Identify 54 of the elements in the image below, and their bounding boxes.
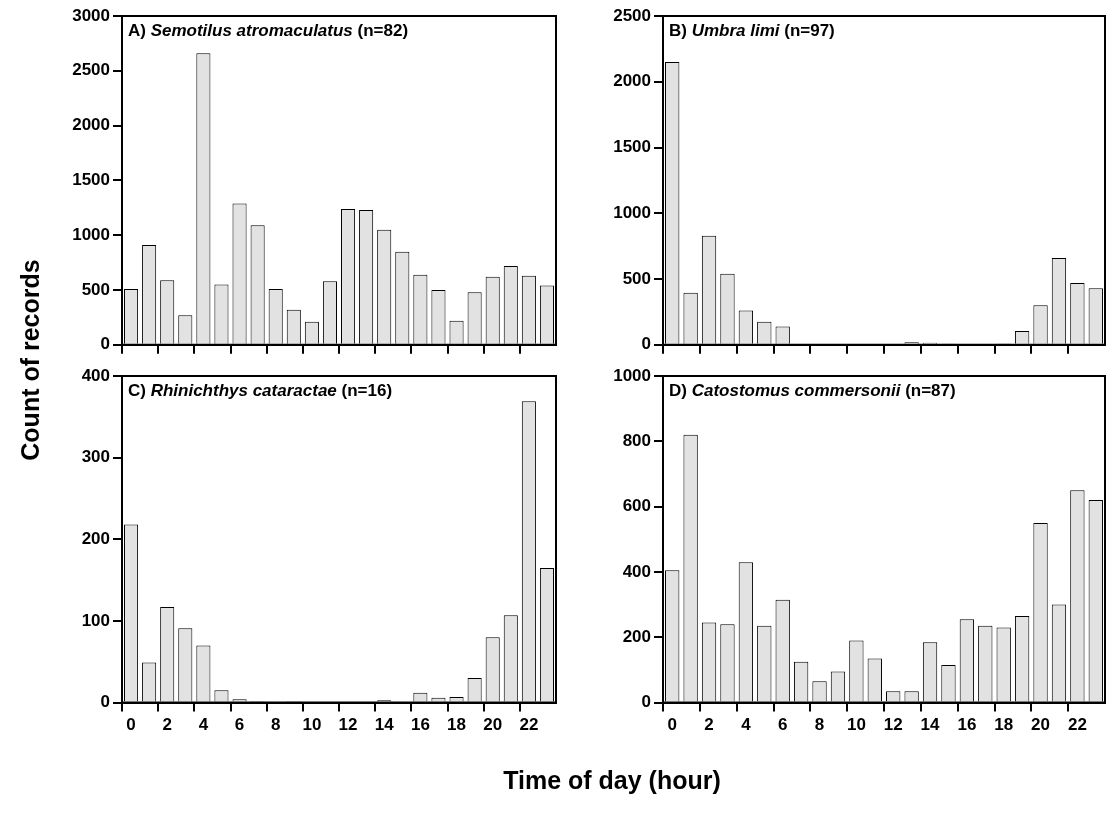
- y-tick-label: 2500: [613, 5, 651, 25]
- y-tick-label: 0: [641, 334, 651, 354]
- y-tick-label: 3000: [72, 5, 110, 25]
- chart-title: C) Rhinichthys cataractae (n=16): [128, 381, 393, 400]
- y-tick-label: 400: [622, 561, 651, 581]
- y-tick-label: 200: [622, 626, 651, 646]
- y-tick-label: 1500: [613, 137, 651, 157]
- y-tick-label: 600: [622, 496, 651, 516]
- x-tick-label: 20: [1031, 715, 1050, 735]
- y-tick-label: 2500: [72, 60, 110, 80]
- y-tick-label: 500: [81, 279, 110, 299]
- y-tick-label: 0: [641, 692, 651, 712]
- x-tick-label: 6: [234, 715, 245, 735]
- y-tick-label: 2000: [72, 115, 110, 135]
- y-tick-label: 100: [81, 610, 110, 630]
- x-axis-title: Time of day (hour): [503, 765, 721, 795]
- x-tick-label: 10: [846, 715, 866, 735]
- x-tick-label: 12: [883, 715, 903, 735]
- chart-title: B) Umbra limi (n=97): [669, 21, 835, 40]
- x-tick-label: 6: [777, 715, 788, 735]
- x-tick-label: 0: [126, 715, 136, 735]
- x-tick-label: 4: [198, 715, 209, 735]
- x-tick-label: 18: [447, 715, 466, 735]
- y-tick-label: 0: [100, 692, 110, 712]
- chart-title: A) Semotilus atromaculatus (n=82): [128, 21, 409, 40]
- x-tick-label: 8: [814, 715, 825, 735]
- x-tick-label: 18: [994, 715, 1014, 735]
- y-tick-label: 1500: [72, 170, 110, 190]
- y-tick-label: 0: [100, 334, 110, 354]
- x-tick-label: 14: [374, 715, 395, 735]
- x-tick-label: 4: [741, 715, 752, 735]
- y-tick-label: 1000: [613, 365, 651, 385]
- x-tick-label: 14: [920, 715, 941, 735]
- x-tick-label: 20: [483, 715, 503, 735]
- x-tick-label: 10: [302, 715, 322, 735]
- y-tick-label: 800: [622, 431, 651, 451]
- y-tick-label: 200: [81, 528, 110, 548]
- x-tick-label: 2: [704, 715, 714, 735]
- x-tick-label: 0: [667, 715, 677, 735]
- x-tick-label: 22: [1067, 715, 1087, 735]
- x-tick-label: 8: [270, 715, 281, 735]
- x-tick-label: 22: [519, 715, 539, 735]
- y-tick-label: 400: [81, 365, 110, 385]
- y-axis-title: Count of records: [15, 259, 45, 461]
- y-tick-label: 1000: [72, 224, 110, 244]
- x-tick-label: 2: [162, 715, 172, 735]
- y-tick-label: 300: [81, 447, 110, 467]
- x-tick-label: 12: [338, 715, 358, 735]
- chart-title: D) Catostomus commersonii (n=87): [669, 381, 956, 400]
- y-tick-label: 2000: [613, 71, 651, 91]
- y-tick-label: 500: [622, 268, 651, 288]
- y-tick-label: 1000: [613, 202, 651, 222]
- x-tick-label: 16: [957, 715, 977, 735]
- x-tick-label: 16: [410, 715, 430, 735]
